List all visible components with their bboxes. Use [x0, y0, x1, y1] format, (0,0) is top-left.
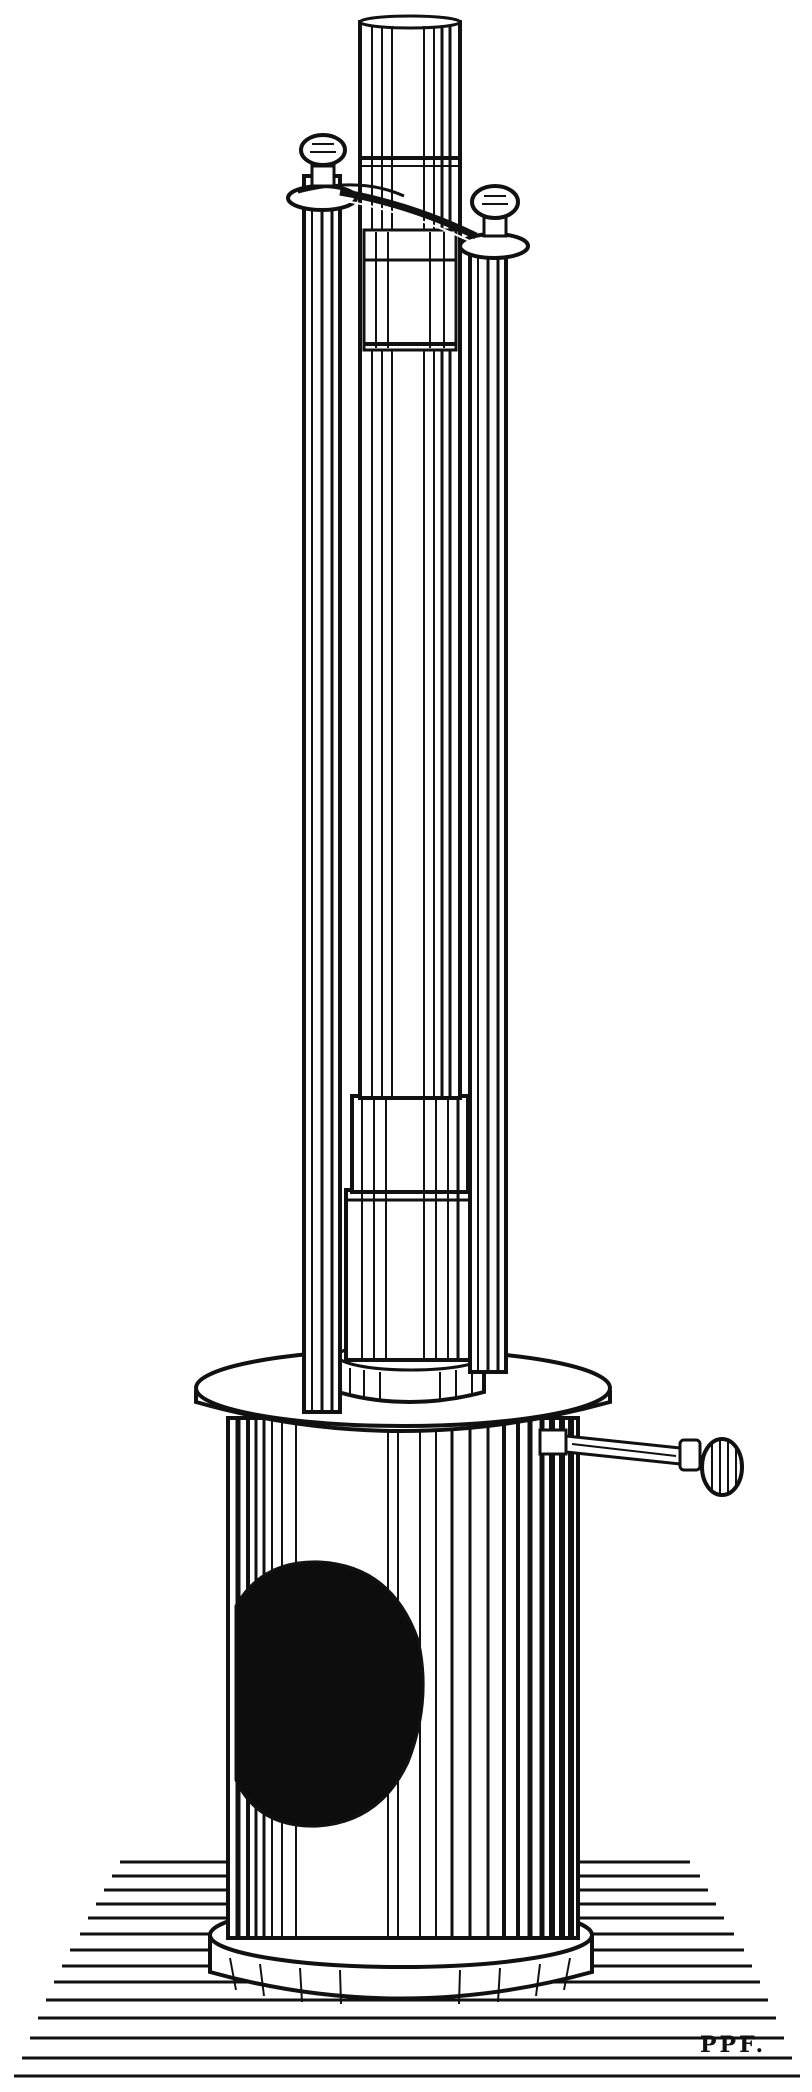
right-knob [470, 184, 520, 238]
left-knob [299, 133, 347, 188]
dark-window [234, 1560, 425, 1828]
central-tube [358, 14, 462, 1100]
left-guide-rod [302, 174, 342, 1414]
adjusting-screw [538, 1428, 744, 1497]
tube-lower-section [344, 1094, 476, 1362]
engraver-signature: PPF. [700, 2032, 766, 2058]
right-guide-rod [468, 238, 508, 1374]
top-yoke [286, 183, 530, 260]
